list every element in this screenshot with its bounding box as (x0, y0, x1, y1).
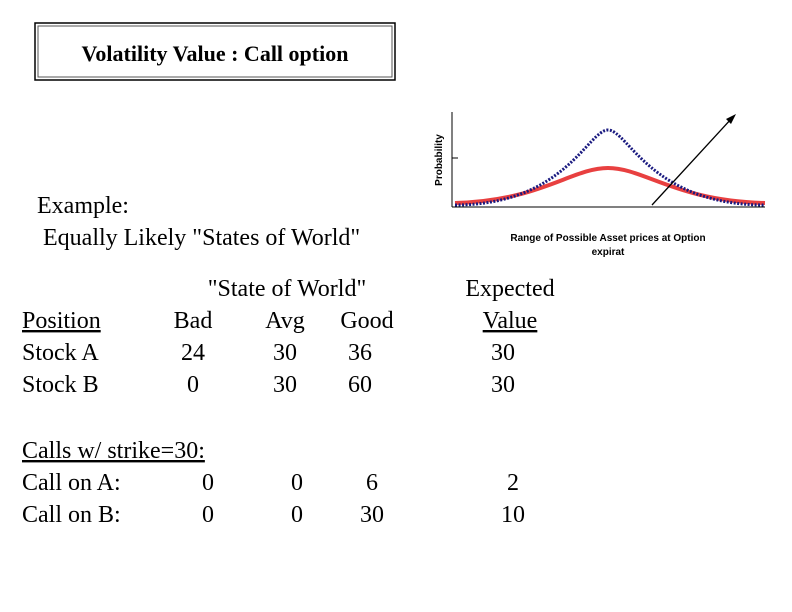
table-cell: 10 (501, 502, 525, 528)
expected-header: Value (483, 308, 538, 334)
x-axis-label: expirat (592, 247, 625, 258)
column-header: Position (22, 308, 101, 334)
table-cell: 30 (273, 340, 297, 366)
column-header: Bad (174, 308, 213, 334)
table-cell: 2 (507, 470, 519, 496)
expected-header: Expected (465, 276, 554, 302)
title-box-inner (37, 25, 393, 78)
distribution-chart: Probability Range of Possible Asset pric… (434, 112, 766, 258)
calls-heading: Calls w/ strike=30: (22, 438, 205, 464)
table-cell: 0 (202, 502, 214, 528)
narrow-distribution (454, 128, 766, 207)
group-header: "State of World" (208, 276, 367, 302)
table-cell: 0 (202, 470, 214, 496)
row-label: Call on A: (22, 470, 121, 496)
example-text: Equally Likely "States of World" (43, 225, 360, 251)
column-header: Avg (265, 308, 305, 334)
x-axis-label: Range of Possible Asset prices at Option (510, 233, 705, 244)
column-header: Good (340, 308, 393, 334)
title: Volatility Value : Call option (82, 41, 349, 66)
y-axis-label: Probability (434, 134, 445, 186)
table-cell: 30 (491, 340, 515, 366)
table-cell: 0 (291, 502, 303, 528)
table-cell: 30 (491, 372, 515, 398)
call-payoff (651, 117, 733, 206)
table-cell: 36 (348, 340, 372, 366)
table-cell: 0 (291, 470, 303, 496)
table-cell: 0 (187, 372, 199, 398)
table-cell: 6 (366, 470, 378, 496)
row-label: Call on B: (22, 502, 121, 528)
title-box (34, 22, 396, 81)
example-heading: Example: (37, 193, 129, 219)
row-label: Stock B (22, 372, 99, 398)
table-cell: 30 (273, 372, 297, 398)
table-cell: 30 (360, 502, 384, 528)
table-cell: 60 (348, 372, 372, 398)
arrow-head (726, 114, 736, 124)
row-label: Stock A (22, 340, 99, 366)
table-cell: 24 (181, 340, 205, 366)
